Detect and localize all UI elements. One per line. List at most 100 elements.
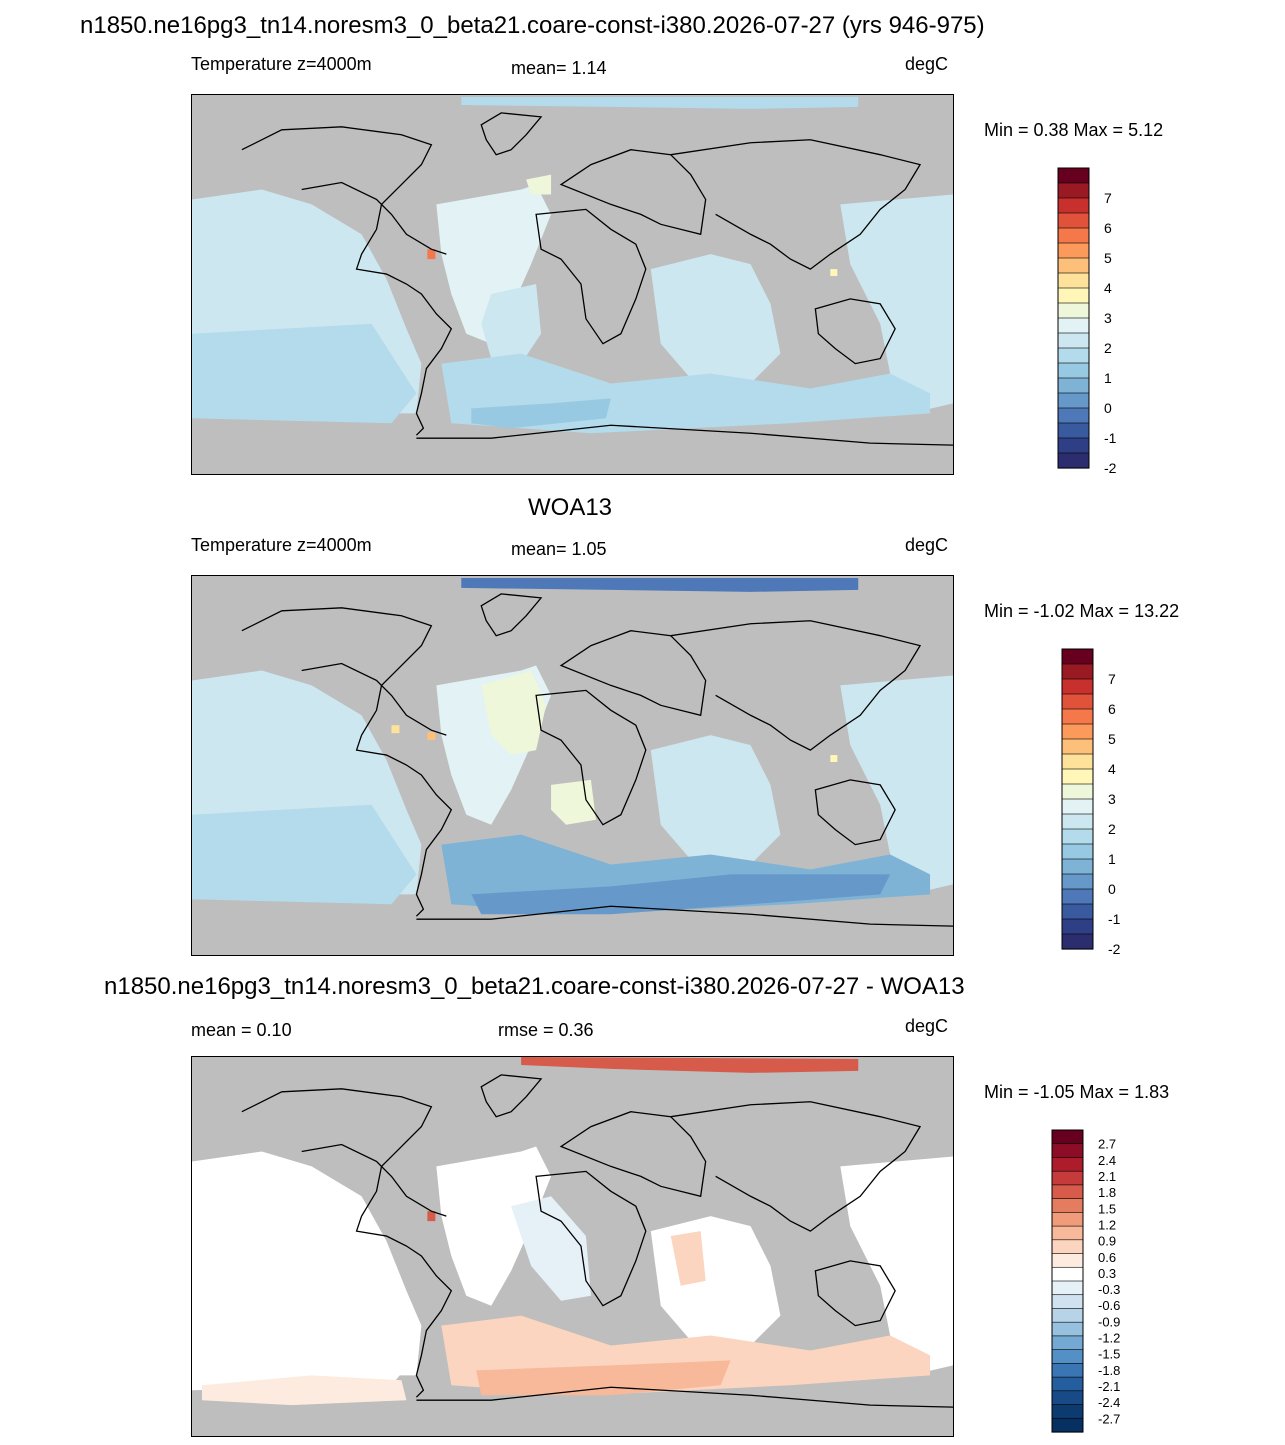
warm-patch-north-atlantic [526,174,552,195]
colorbar-tick-label: 3 [1104,310,1112,326]
colorbar-swatch [1057,362,1090,379]
americas-coast [241,607,453,917]
australia-coast [814,1260,896,1327]
colorbar-swatch [1051,1143,1084,1159]
colorbar-tick-label: 1 [1104,370,1112,386]
panel-1-variable-label: Temperature z=4000m [191,54,372,74]
panel-2-map-svg [192,576,953,955]
colorbar-swatch [1057,272,1090,289]
colorbar-swatch [1061,828,1094,845]
colorbar-swatch [1061,903,1094,920]
panel-2-mean-label: mean= 1.05 [511,539,607,559]
colorbar-tick-label: 2 [1108,821,1116,837]
antarctica-coast [416,905,953,927]
antarctica-coast [416,1386,953,1408]
arctic-ocean [461,96,859,109]
colorbar-swatch [1061,693,1094,710]
panel-3-map-svg [192,1057,953,1436]
colorbar-swatch [1051,1417,1084,1433]
colorbar-swatch [1061,798,1094,815]
colorbar-swatch [1051,1376,1084,1392]
australia-coast [814,779,896,846]
pacific-ocean-west [840,1156,953,1376]
panel-2-variable-label: Temperature z=4000m [191,535,372,555]
panel-2-map [191,575,954,956]
colorbar-swatch [1061,858,1094,875]
colorbar-swatch [1051,1335,1084,1351]
greenland-coast [480,112,543,156]
colorbar-tick-label: -2.4 [1098,1395,1120,1410]
colorbar-swatch [1051,1212,1084,1227]
panel-1-map [191,94,954,475]
europe-asia-coast [559,149,707,236]
australia-coast [814,298,896,365]
panel-1-colorbar-svg: 7 6 5 4 3 2 1 0 -1 -2 [1057,167,1117,476]
asia-coast [670,620,922,751]
warm-patch-caribbean-1 [391,725,400,734]
colorbar-tick-label: 6 [1104,220,1112,236]
colorbar-swatch [1057,167,1090,184]
colorbar-swatch [1051,1280,1084,1296]
colorbar-outline [1057,167,1090,469]
colorbar-swatch [1061,738,1094,755]
indian-ocean [650,254,781,384]
colorbar-swatch [1061,873,1094,890]
south-atlantic [481,284,542,364]
north-america-coast [301,1143,447,1217]
south-pacific-warm-anomaly [201,1375,407,1406]
antarctica-coast [416,424,953,446]
africa-coast [535,1170,647,1307]
indian-warm-anomaly [670,1231,706,1286]
colorbar-swatch [1057,242,1090,259]
warm-patch-caribbean-2 [427,732,436,741]
colorbar-swatch [1057,257,1090,274]
north-america-coast [301,662,447,736]
asia-coast [670,139,922,270]
colorbar-swatch [1051,1321,1084,1337]
colorbar-tick-label: 7 [1104,190,1112,206]
colorbar-tick-label: 1.8 [1098,1185,1116,1200]
colorbar-swatch [1057,437,1090,454]
colorbar-swatch [1057,212,1090,229]
colorbar-swatch [1061,678,1094,695]
panel-1-units-label: degC [905,54,949,74]
colorbar-swatch [1057,317,1090,334]
colorbar-swatch [1051,1198,1084,1213]
colorbar-swatch [1057,377,1090,394]
colorbar-tick-label: 0 [1104,400,1112,416]
colorbar-swatch [1061,708,1094,725]
colorbar-tick-label: 4 [1104,280,1112,296]
coastlines [241,1074,953,1408]
colorbar-tick-label: 1 [1108,851,1116,867]
colorbar-tick-label: -1.5 [1098,1347,1120,1362]
colorbar-swatch [1061,813,1094,830]
colorbar-tick-label: -1 [1104,430,1117,446]
panel-1-mean-label: mean= 1.14 [511,58,607,78]
atlantic-cool-anomaly [511,1196,591,1301]
colorbar-tick-label: -1 [1108,911,1121,927]
panel-2-minmax-label: Min = -1.02 Max = 13.22 [984,601,1180,621]
colorbar-swatch [1051,1349,1084,1364]
colorbar-swatch [1057,227,1090,244]
europe-asia-coast [559,1111,707,1198]
north-america-coast [301,181,447,255]
colorbar-swatch [1057,452,1090,469]
colorbar-swatch [1061,933,1094,950]
colorbar-swatch [1061,648,1094,665]
panel-2-colorbar: 7 6 5 4 3 2 1 0 -1 -2 [1061,648,1162,957]
colorbar-tick-label: 4 [1108,761,1116,777]
pacific-ocean-west [840,194,953,414]
colorbar-tick-label: 0.6 [1098,1250,1116,1265]
panel-3-minmax-label: Min = -1.05 Max = 1.83 [984,1082,1170,1102]
colorbar-tick-label: -0.3 [1098,1282,1120,1297]
colorbar-swatch [1051,1308,1084,1323]
colorbar-outline [1061,648,1094,950]
colorbar-tick-label: 5 [1104,250,1112,266]
colorbar-tick-label: 2.4 [1098,1153,1116,1168]
colorbar-tick-label: 7 [1108,671,1116,687]
panel-3-colorbar-svg: 2.72.42.11.81.51.2 0.90.60.3-0.3-0.6-0.9 -… [1051,1129,1120,1433]
colorbar-swatch [1051,1363,1084,1378]
colorbar-tick-label: 2.7 [1098,1137,1116,1152]
panel-1-map-svg [192,95,953,474]
colorbar-swatch [1061,843,1094,860]
